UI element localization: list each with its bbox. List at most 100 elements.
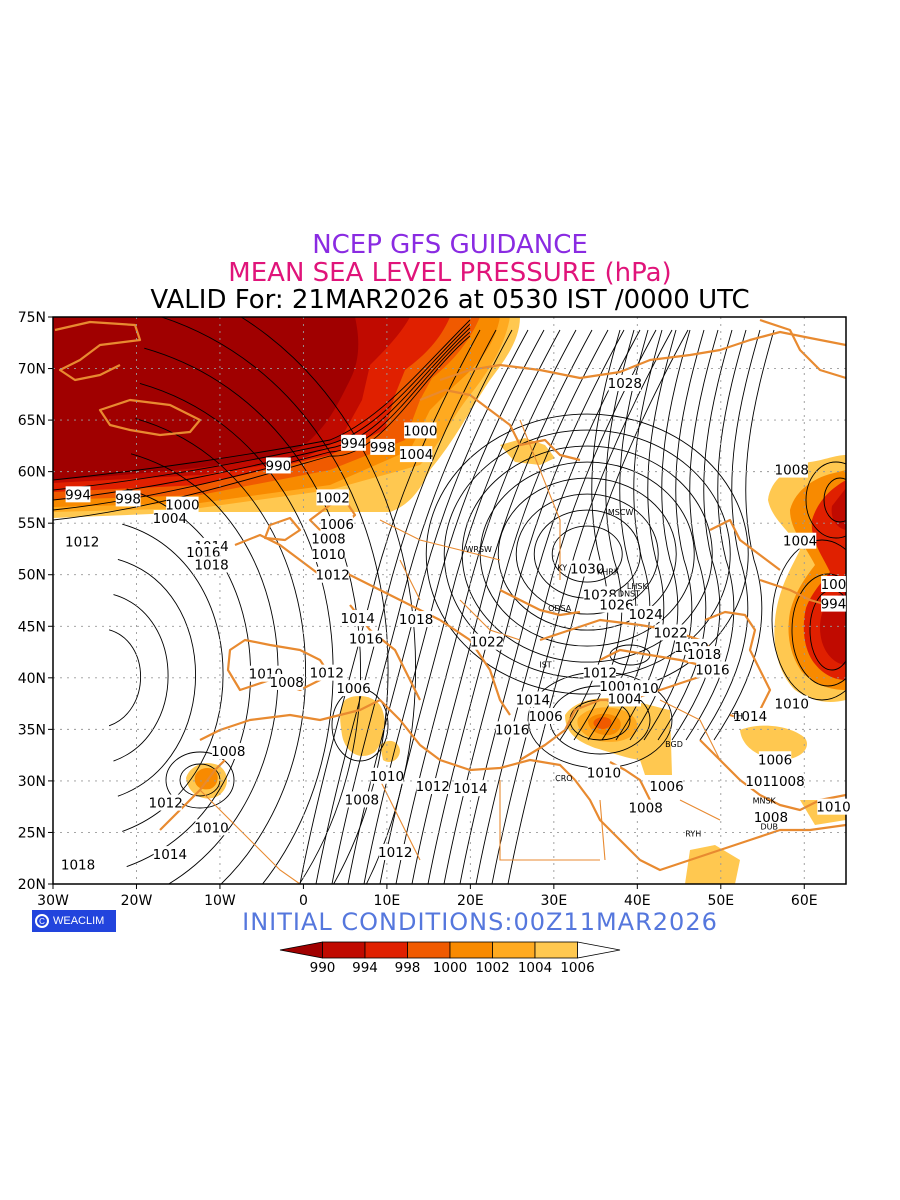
isobar — [479, 461, 695, 647]
logo-text: WEACLIM — [53, 915, 105, 927]
contour-label: 1008 — [211, 744, 245, 760]
contour-label: 1006 — [758, 752, 792, 768]
contour-label-bg — [775, 695, 808, 712]
contour-label-bg — [696, 661, 729, 678]
lat-label: 20N — [18, 877, 46, 893]
colorbar-label: 994 — [352, 960, 378, 976]
contour-label: 1008 — [628, 801, 662, 817]
contour-label-bg — [746, 772, 779, 789]
city-label: DUB — [760, 822, 778, 831]
contour-label: 990 — [265, 458, 291, 474]
lon-label: 30E — [541, 893, 568, 909]
contour-label-bg — [783, 532, 817, 549]
contour-label: 1008 — [345, 792, 379, 808]
contour-label: 1018 — [687, 647, 721, 663]
isobar — [379, 329, 561, 884]
contour-label: 1016 — [695, 663, 729, 679]
contour-label: 1000 — [165, 498, 199, 514]
contour-label: 1008 — [775, 463, 809, 479]
colorbar-segment — [449, 941, 493, 959]
contour-label-bg — [600, 596, 633, 613]
colorbar-label: 1002 — [475, 960, 509, 976]
contour-label: 1010 — [370, 769, 404, 785]
contour-label: 1012 — [583, 666, 617, 682]
contour-label: 1004 — [783, 534, 817, 550]
weaclim-logo: C WEACLIM — [32, 910, 116, 932]
contour-label-bg — [775, 461, 808, 478]
contour-label-bg — [754, 808, 788, 825]
contour-label-bg — [758, 751, 792, 768]
colorbar-label: 990 — [310, 960, 336, 976]
lon-label: 40E — [624, 893, 651, 909]
lat-label: 45N — [18, 619, 46, 635]
contour-label: 1006 — [336, 681, 370, 697]
city-label: IST — [539, 661, 551, 670]
isobar — [805, 461, 846, 539]
contour-label: 998 — [370, 440, 396, 456]
isobar — [315, 329, 497, 884]
contour-label-bg — [187, 544, 220, 561]
contour-label: 1022 — [654, 625, 688, 641]
colorbar-segment — [279, 941, 323, 959]
contour-label: 1006 — [320, 517, 354, 533]
contour-label-bg — [608, 374, 641, 391]
isobar — [135, 418, 307, 884]
colorbar-segment — [407, 941, 451, 959]
copyright-icon: C — [35, 914, 49, 928]
contour-label: 1012 — [315, 568, 349, 584]
colorbar: 990 994 998 1000 1002 1004 1006 — [279, 941, 621, 976]
contour-label-bg — [399, 446, 433, 463]
contour-label: 994 — [65, 487, 91, 503]
lat-label: 30N — [18, 774, 46, 790]
isobar — [159, 317, 389, 884]
contour-label: 1014 — [153, 847, 187, 863]
contour-label: 1008 — [770, 774, 804, 790]
isobar — [165, 751, 235, 809]
contour-label-bg — [316, 566, 349, 583]
colorbar-label: 1000 — [433, 960, 467, 976]
lat-label: 70N — [18, 362, 46, 378]
lat-label: 75N — [18, 310, 46, 326]
city-label: RYH — [685, 830, 701, 839]
isobar — [713, 329, 775, 741]
isobar — [239, 317, 416, 884]
contour-label-bg — [370, 767, 404, 784]
contour-label-bg — [270, 673, 303, 690]
lon-label: 50E — [707, 893, 734, 909]
lat-label: 55N — [18, 516, 46, 532]
contour-label-bg — [817, 798, 850, 815]
contour-label: 1006 — [649, 779, 683, 795]
initial-conditions: INITIAL CONDITIONS:00Z11MAR2026 — [242, 908, 718, 936]
contour-label-bg — [454, 780, 487, 797]
isobar — [53, 319, 471, 481]
longitude-labels: 30W 20W 10W 0 10E 20E 30E 40E 50E 60E — [37, 893, 817, 909]
contour-label: 1018 — [194, 557, 228, 573]
city-label: KY — [557, 564, 567, 573]
map-frame — [52, 316, 847, 885]
contour-label-bg — [341, 434, 366, 451]
isobar — [113, 594, 169, 762]
contour-label: 1012 — [416, 779, 450, 795]
isobar — [515, 493, 659, 615]
city-label: WRSW — [465, 545, 492, 554]
colorbar-label: 1004 — [518, 960, 552, 976]
contour-label-bg — [345, 791, 379, 808]
city-label: TH — [731, 712, 743, 721]
contour-label: 1026 — [599, 598, 633, 614]
city-label: KHRK — [597, 568, 620, 577]
contour-label-bg — [629, 799, 662, 816]
contour-label: 1014 — [516, 692, 550, 708]
lon-label: 60E — [791, 893, 818, 909]
lat-label: 25N — [18, 825, 46, 841]
isobar — [144, 347, 361, 884]
lat-label: 50N — [18, 568, 46, 584]
isobar — [461, 445, 713, 663]
contour-label-bg — [608, 690, 641, 707]
isobar — [363, 329, 545, 884]
isobar — [771, 539, 846, 701]
lon-label: 10E — [374, 893, 401, 909]
contour-label-bg — [265, 457, 291, 474]
contour-label-bg — [470, 633, 504, 650]
contour-label-bg — [399, 611, 433, 628]
